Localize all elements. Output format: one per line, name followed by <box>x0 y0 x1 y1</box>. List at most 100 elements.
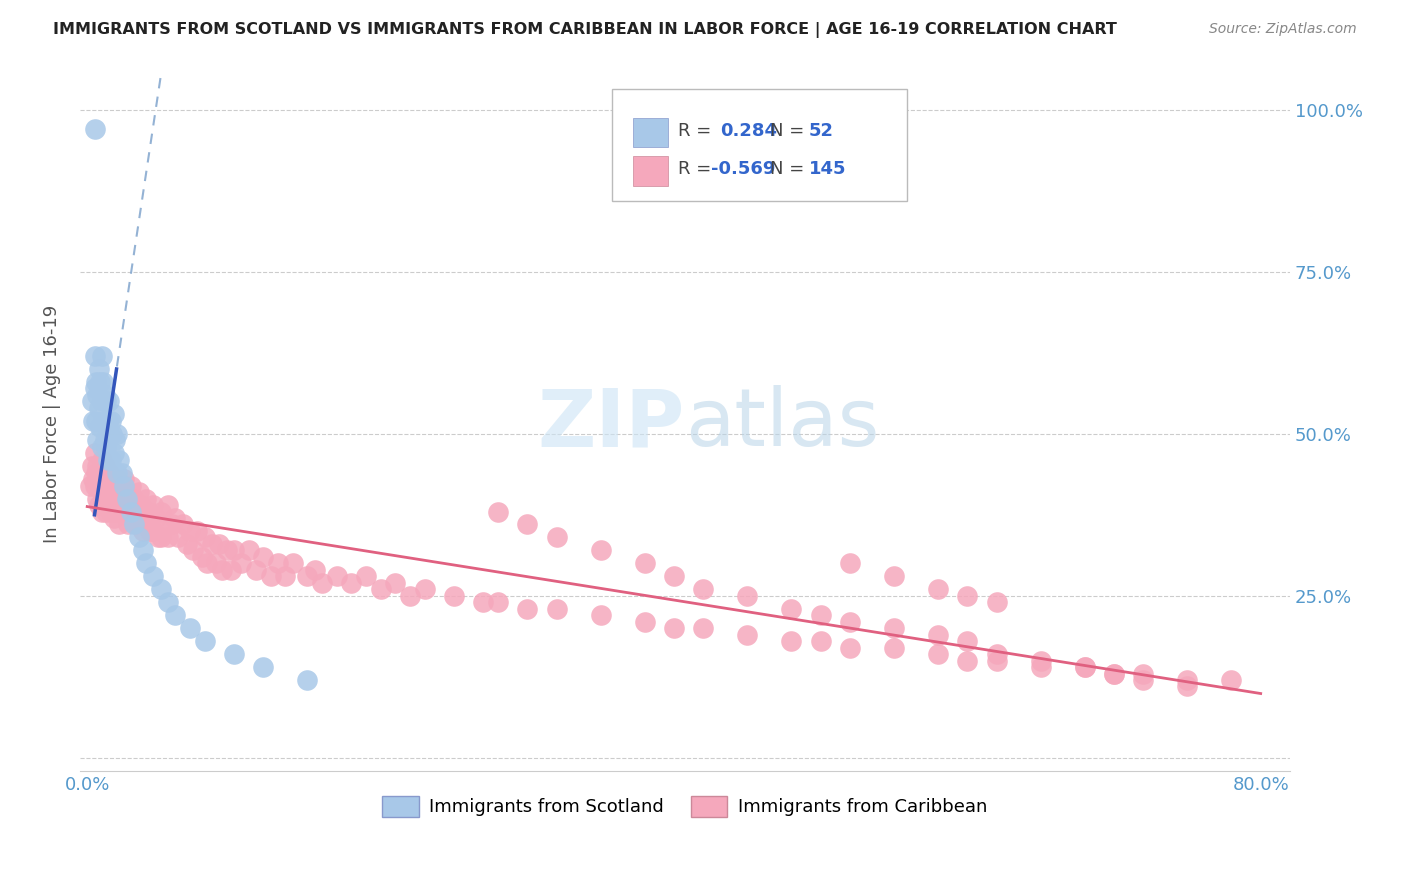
Point <box>97 414 120 428</box>
Point <box>122 491 145 506</box>
Text: -0.569: -0.569 <box>711 161 776 178</box>
Point <box>89 478 111 492</box>
Point <box>135 491 157 506</box>
Point <box>986 647 1008 661</box>
Point <box>297 569 319 583</box>
Point <box>190 549 212 564</box>
Point <box>735 589 758 603</box>
Point <box>91 491 114 506</box>
Point <box>304 563 326 577</box>
Point <box>100 472 122 486</box>
Point <box>108 452 131 467</box>
Point <box>120 478 142 492</box>
Point <box>956 634 979 648</box>
Point <box>120 511 142 525</box>
Text: N =: N = <box>770 161 810 178</box>
Point <box>516 601 538 615</box>
Point <box>142 498 165 512</box>
Point <box>589 608 612 623</box>
Point <box>128 511 150 525</box>
Point <box>883 569 905 583</box>
Point <box>128 485 150 500</box>
Point <box>80 459 103 474</box>
Point <box>259 569 281 583</box>
Point <box>87 401 110 415</box>
Point <box>105 426 128 441</box>
Point <box>354 569 377 583</box>
Point <box>87 498 110 512</box>
Text: ZIP: ZIP <box>537 385 685 463</box>
Point <box>146 531 169 545</box>
Point <box>238 543 260 558</box>
Point <box>780 634 803 648</box>
Point <box>205 557 228 571</box>
Point <box>839 557 862 571</box>
Text: Source: ZipAtlas.com: Source: ZipAtlas.com <box>1209 22 1357 37</box>
Point <box>142 524 165 538</box>
Point <box>172 517 194 532</box>
Point <box>165 608 187 623</box>
Point <box>245 563 267 577</box>
Point <box>252 660 274 674</box>
Point <box>222 543 245 558</box>
Point <box>211 563 233 577</box>
Point <box>91 466 114 480</box>
Point <box>131 498 153 512</box>
Point <box>86 459 108 474</box>
Point <box>104 434 127 448</box>
Point <box>311 575 333 590</box>
Point <box>633 615 655 629</box>
Point <box>370 582 392 597</box>
Point <box>486 504 509 518</box>
Point <box>98 491 121 506</box>
Point <box>84 414 107 428</box>
Point <box>986 595 1008 609</box>
Point <box>111 466 134 480</box>
Point <box>79 478 101 492</box>
Point <box>103 446 125 460</box>
Point <box>1132 666 1154 681</box>
Point <box>162 517 184 532</box>
Point <box>956 589 979 603</box>
Point <box>87 466 110 480</box>
Point <box>883 640 905 655</box>
Point <box>82 414 104 428</box>
Point <box>149 582 172 597</box>
Point <box>128 531 150 545</box>
Point <box>98 466 121 480</box>
Point <box>103 478 125 492</box>
Point <box>156 595 179 609</box>
Point <box>662 621 685 635</box>
Point <box>692 621 714 635</box>
Point <box>97 485 120 500</box>
Point <box>176 537 198 551</box>
Point <box>1175 680 1198 694</box>
Point <box>86 388 108 402</box>
Point <box>96 440 118 454</box>
Text: N =: N = <box>770 122 810 140</box>
Point <box>86 491 108 506</box>
Text: 0.284: 0.284 <box>720 122 778 140</box>
Point <box>1073 660 1095 674</box>
Point <box>142 569 165 583</box>
Point <box>274 569 297 583</box>
Point <box>112 504 135 518</box>
Point <box>1102 666 1125 681</box>
Point <box>86 434 108 448</box>
Point <box>883 621 905 635</box>
Point <box>135 517 157 532</box>
Point <box>149 504 172 518</box>
Point <box>115 491 138 506</box>
Point <box>100 452 122 467</box>
Point <box>83 122 105 136</box>
Point <box>83 381 105 395</box>
Point <box>486 595 509 609</box>
Point <box>108 485 131 500</box>
Point <box>89 375 111 389</box>
Point <box>927 647 949 661</box>
Point <box>135 557 157 571</box>
Point <box>94 491 117 506</box>
Point <box>1029 660 1052 674</box>
Point <box>115 491 138 506</box>
Point <box>197 557 219 571</box>
